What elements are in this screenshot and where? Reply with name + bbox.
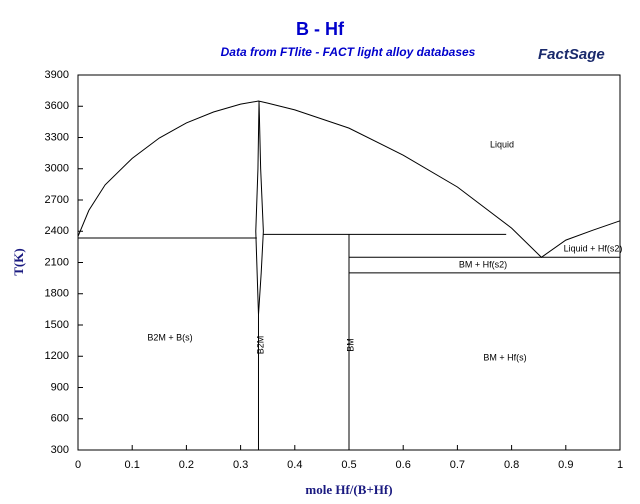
chart-subtitle: Data from FTlite - FACT light alloy data… — [221, 45, 476, 59]
x-tick-label: 0.9 — [558, 459, 573, 471]
y-tick-label: 900 — [51, 381, 69, 393]
x-tick-label: 0.8 — [504, 459, 519, 471]
region-label: Liquid + Hf(s2) — [564, 243, 623, 253]
x-tick-label: 0.4 — [287, 459, 302, 471]
region-label: Liquid — [490, 139, 514, 149]
y-tick-label: 1200 — [45, 350, 69, 362]
y-tick-label: 1500 — [45, 319, 69, 331]
region-label: B2M + B(s) — [147, 332, 192, 342]
x-tick-label: 0.2 — [179, 459, 194, 471]
phase-boundary — [255, 101, 260, 315]
y-tick-label: 2400 — [45, 225, 69, 237]
phase-boundary — [257, 101, 264, 450]
x-tick-label: 0.6 — [396, 459, 411, 471]
x-tick-label: 0.7 — [450, 459, 465, 471]
region-label: B2M — [255, 336, 265, 355]
phase-boundary — [77, 100, 621, 258]
region-label: BM + Hf(s2) — [459, 259, 507, 269]
y-tick-label: 3600 — [45, 100, 69, 112]
y-tick-label: 1800 — [45, 288, 69, 300]
x-tick-label: 0.1 — [125, 459, 140, 471]
x-tick-label: 0 — [75, 459, 81, 471]
y-axis-label: T(K) — [11, 248, 26, 275]
x-tick-label: 0.5 — [341, 459, 356, 471]
y-tick-label: 2700 — [45, 194, 69, 206]
region-label: BM + Hf(s) — [483, 352, 526, 362]
x-axis-label: mole Hf/(B+Hf) — [305, 482, 392, 497]
x-tick-label: 0.3 — [233, 459, 248, 471]
y-tick-label: 300 — [51, 444, 69, 456]
y-tick-label: 2100 — [45, 256, 69, 268]
region-label: BM — [345, 338, 355, 352]
y-tick-label: 600 — [51, 413, 69, 425]
y-tick-label: 3000 — [45, 163, 69, 175]
chart-title: B - Hf — [296, 19, 345, 39]
y-tick-label: 3300 — [45, 131, 69, 143]
x-tick-label: 1 — [617, 459, 623, 471]
y-tick-label: 3900 — [45, 69, 69, 81]
logo: FactSage — [538, 46, 605, 63]
